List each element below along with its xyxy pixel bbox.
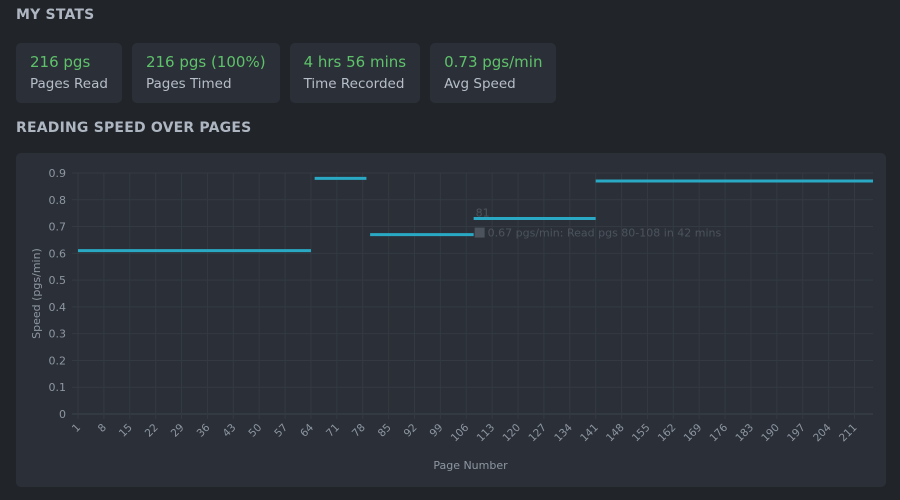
stats-row: 216 pgs Pages Read 216 pgs (100%) Pages … — [16, 43, 557, 103]
x-tick-label: 141 — [578, 422, 601, 445]
x-axis-title: Page Number — [433, 459, 508, 472]
x-tick-label: 1 — [70, 422, 83, 435]
reading-speed-title: READING SPEED OVER PAGES — [16, 120, 252, 136]
x-tick-label: 29 — [169, 422, 187, 440]
x-tick-label: 22 — [143, 422, 161, 440]
x-tick-label: 78 — [350, 422, 368, 440]
stat-card-pages-timed: 216 pgs (100%) Pages Timed — [131, 43, 280, 103]
y-tick-label: 0.1 — [49, 381, 67, 394]
x-tick-label: 148 — [604, 422, 627, 445]
tooltip-title: 81 — [476, 207, 490, 220]
x-tick-label: 113 — [475, 422, 498, 445]
x-tick-label: 106 — [449, 421, 472, 444]
x-tick-label: 127 — [526, 422, 549, 445]
x-tick-label: 204 — [811, 421, 834, 444]
tooltip-swatch — [474, 227, 485, 238]
stat-card-avg-speed: 0.73 pgs/min Avg Speed — [430, 43, 557, 103]
y-tick-label: 0.8 — [49, 194, 67, 207]
stat-value-pages-timed: 216 pgs (100%) — [145, 53, 266, 71]
y-tick-label: 0.3 — [49, 328, 67, 341]
y-tick-label: 0.7 — [49, 221, 67, 234]
x-tick-label: 183 — [733, 422, 756, 445]
x-tick-label: 211 — [837, 422, 860, 445]
stat-value-avg-speed: 0.73 pgs/min — [444, 53, 543, 71]
y-tick-label: 0.9 — [49, 167, 67, 180]
x-tick-label: 134 — [552, 421, 575, 444]
tooltip-text: 0.67 pgs/min: Read pgs 80-108 in 42 mins — [488, 227, 722, 240]
y-axis-title: Speed (pgs/min) — [30, 248, 43, 339]
x-tick-label: 50 — [246, 422, 264, 440]
y-tick-label: 0.6 — [49, 247, 67, 260]
stat-label-pages-read: Pages Read — [30, 76, 108, 92]
y-tick-label: 0.4 — [49, 301, 67, 314]
reading-speed-chart-panel: 0 0.1 0.2 0.3 0.4 0.5 0.6 0.7 0.8 0.9 1 8 15 22 29 36 43… — [16, 153, 886, 487]
x-tick-label: 71 — [324, 422, 342, 440]
y-tick-label: 0.5 — [49, 274, 67, 287]
x-tick-label: 15 — [117, 422, 135, 440]
stat-card-time-recorded: 4 hrs 56 mins Time Recorded — [289, 43, 421, 103]
x-tick-label: 162 — [656, 422, 679, 445]
x-tick-label: 36 — [195, 421, 213, 439]
stat-value-pages-read: 216 pgs — [30, 53, 91, 71]
x-tick-label: 85 — [376, 422, 394, 440]
x-tick-label: 197 — [785, 422, 808, 445]
my-stats-title: MY STATS — [16, 7, 95, 23]
stat-label-avg-speed: Avg Speed — [444, 76, 516, 92]
stat-value-time-recorded: 4 hrs 56 mins — [303, 53, 407, 71]
x-tick-label: 155 — [630, 422, 653, 445]
x-tick-label: 176 — [708, 421, 731, 444]
y-tick-label: 0.2 — [49, 354, 67, 367]
x-tick-label: 8 — [96, 422, 109, 435]
y-tick-label: 0 — [59, 408, 66, 421]
x-tick-label: 169 — [682, 422, 705, 445]
x-tick-label: 120 — [500, 422, 523, 445]
x-tick-label: 99 — [428, 422, 446, 440]
x-tick-label: 57 — [272, 422, 290, 440]
x-tick-label: 92 — [402, 422, 420, 440]
reading-speed-chart[interactable]: 0 0.1 0.2 0.3 0.4 0.5 0.6 0.7 0.8 0.9 1 8 15 22 29 36 43… — [16, 153, 886, 487]
x-tick-label: 64 — [298, 421, 316, 439]
stat-label-pages-timed: Pages Timed — [145, 76, 232, 92]
stat-card-pages-read: 216 pgs Pages Read — [16, 43, 122, 103]
x-tick-label: 43 — [220, 422, 238, 440]
x-tick-label: 190 — [759, 422, 782, 445]
stat-label-time-recorded: Time Recorded — [303, 76, 405, 92]
